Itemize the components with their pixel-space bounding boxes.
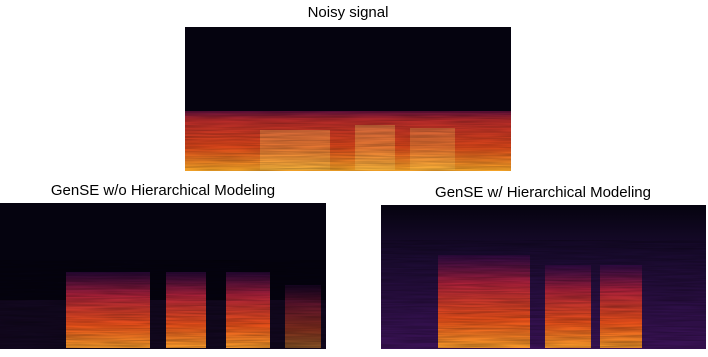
texture	[381, 240, 706, 349]
panel-with-hierarchy: GenSE w/ Hierarchical Modeling	[381, 184, 706, 349]
panel-title: Noisy signal	[308, 4, 389, 21]
texture	[0, 260, 326, 349]
texture	[185, 111, 511, 171]
panel-title: GenSE w/o Hierarchical Modeling	[51, 182, 275, 199]
panel-title: GenSE w/ Hierarchical Modeling	[435, 184, 651, 201]
panel-without-hierarchy: GenSE w/o Hierarchical Modeling	[0, 182, 326, 349]
panel-noisy: Noisy signal	[185, 4, 511, 171]
